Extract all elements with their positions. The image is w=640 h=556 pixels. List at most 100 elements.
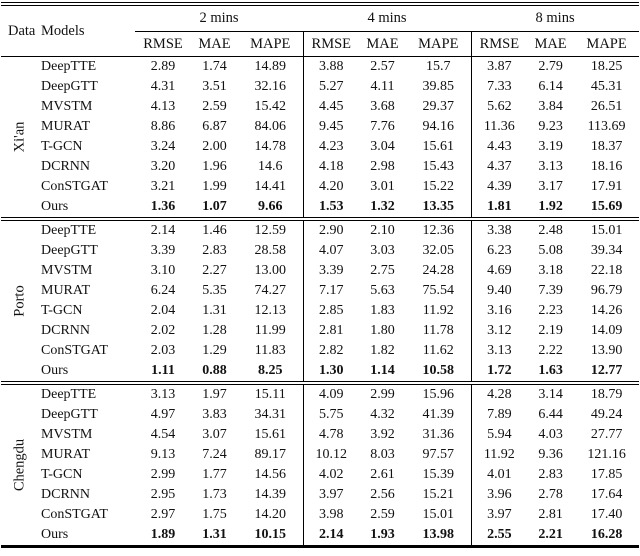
metric-value: 3.88: [319, 59, 344, 74]
metric-value: 7.17: [319, 283, 344, 298]
metric-value: 14.56: [238, 465, 304, 485]
metric-value: 3.16: [487, 303, 512, 318]
metric-value: 2.59: [202, 99, 227, 114]
metric-value: 15.11: [238, 381, 304, 405]
dataset-block-xian: Xi'an DeepTTE 2.89 1.74 14.89 3.88 2.57 15.7 3.8…: [1, 56, 639, 220]
metric-value: 1.83: [370, 303, 395, 318]
metric-value: 3.24: [150, 139, 176, 154]
model-name: DCRNN: [41, 159, 91, 174]
metric-value: 2.14: [135, 217, 191, 241]
metric-value: 14.39: [238, 485, 304, 505]
metric-value: 1.97: [191, 381, 238, 405]
metric-value: 2.48: [527, 217, 575, 241]
model-name: MURAT: [41, 447, 91, 462]
metric-value: 5.08: [538, 243, 563, 258]
metric-value: 2.00: [202, 139, 227, 154]
metric-value: 18.16: [590, 159, 623, 174]
metric-value: 15.01: [574, 217, 640, 241]
metric-value: 10.58: [406, 361, 472, 383]
metric-value: 74.27: [238, 281, 304, 301]
header-row-groups: Data Models 2 mins 4 mins 8 mins: [1, 4, 640, 57]
metric-value: 2.27: [202, 263, 227, 278]
model-name: MURAT: [41, 283, 91, 298]
metric-value: 3.07: [202, 427, 227, 442]
metric-value: 28.58: [238, 241, 304, 261]
metric-value: 1.75: [202, 507, 227, 522]
metric-value: 3.96: [487, 487, 512, 502]
metric-value: 1.63: [538, 363, 563, 378]
metric-value: 2.04: [150, 303, 176, 318]
metric-value: 3.18: [538, 263, 563, 278]
metric-value: 1.28: [202, 323, 227, 338]
metric-value: 96.79: [590, 283, 623, 298]
metric-value: 6.44: [538, 407, 563, 422]
table-row: MURAT 6.24 5.35 74.27 7.17 5.63 75.54 9.40 7.39 9…: [1, 281, 639, 301]
col-header-mape: MAPE: [406, 31, 472, 57]
metric-value: 3.04: [370, 139, 395, 154]
metric-value: 13.00: [238, 261, 304, 281]
group-header-4mins: 4 mins: [303, 4, 472, 32]
model-name: Ours: [41, 199, 69, 214]
metric-value: 2.82: [319, 343, 344, 358]
metric-value: 7.33: [487, 79, 512, 94]
dataset-block-chengdu: Chengdu DeepTTE 3.13 1.97 15.11 4.09 2.99 15.96…: [1, 381, 640, 547]
metric-value: 2.22: [538, 343, 563, 358]
metric-value: 26.51: [590, 99, 623, 114]
metric-value: 1.92: [538, 199, 563, 214]
metric-value: 11.99: [238, 321, 304, 341]
metric-value: 84.06: [238, 117, 304, 137]
metric-value: 14.26: [590, 303, 623, 318]
metric-value: 9.23: [538, 119, 563, 134]
metric-value: 2.10: [359, 217, 407, 241]
model-name: MVSTM: [41, 263, 93, 278]
table-row: DCRNN 2.95 1.73 14.39 3.97 2.56 15.21 3.96 2.78 1…: [1, 485, 639, 505]
table-row: DeepGTT 3.39 2.83 28.58 4.07 3.03 32.05 6.23 5.0…: [1, 241, 639, 261]
metric-value: 14.09: [590, 323, 623, 338]
metric-value: 3.13: [135, 381, 191, 405]
metric-value: 13.35: [406, 197, 472, 219]
metric-value: 3.83: [202, 407, 227, 422]
metric-value: 3.13: [538, 159, 563, 174]
metric-value: 1.14: [370, 363, 395, 378]
metric-value: 1.99: [202, 179, 227, 194]
metric-value: 10.15: [238, 525, 304, 547]
table-row: ConSTGAT 3.21 1.99 14.41 4.20 3.01 15.22 4.39 3.…: [1, 177, 639, 197]
col-header-mae: MAE: [191, 31, 238, 57]
metric-value: 15.22: [406, 177, 472, 197]
model-name: DeepTTE: [39, 217, 135, 241]
metric-value: 18.37: [590, 139, 623, 154]
metric-value: 3.39: [150, 243, 176, 258]
metric-value: 3.17: [538, 179, 563, 194]
table-row: Chengdu DeepTTE 3.13 1.97 15.11 4.09 2.99 15.96…: [1, 381, 640, 547]
metric-value: 2.95: [150, 487, 176, 502]
metric-value: 1.96: [202, 159, 227, 174]
metric-value: 97.57: [406, 445, 472, 465]
metric-value: 1.80: [370, 323, 395, 338]
metric-value: 15.01: [406, 505, 472, 525]
metric-value: 14.41: [238, 177, 304, 197]
metric-value: 2.81: [319, 323, 344, 338]
metric-value: 2.98: [370, 159, 395, 174]
metric-value: 3.84: [538, 99, 563, 114]
metric-value: 6.23: [487, 243, 512, 258]
dataset-label: Xi'an: [1, 57, 39, 220]
metric-value: 14.20: [238, 505, 304, 525]
metric-value: 18.79: [574, 381, 640, 405]
table-row: Ours 1.89 1.31 10.15 2.14 1.93 13.98 2.55 2.21 16…: [1, 525, 639, 547]
dataset-label-text: Chengdu: [11, 438, 28, 492]
metric-value: 4.54: [150, 427, 176, 442]
metric-value: 2.99: [359, 381, 407, 405]
metric-value: 1.30: [319, 363, 344, 378]
metric-value: 3.20: [150, 159, 176, 174]
metric-value: 1.72: [487, 363, 512, 378]
metric-value: 4.45: [319, 99, 344, 114]
metric-value: 13.90: [590, 343, 623, 358]
metric-value: 2.23: [538, 303, 563, 318]
metric-value: 22.18: [590, 263, 623, 278]
metric-value: 4.28: [471, 381, 528, 405]
metric-value: 3.98: [319, 507, 344, 522]
metric-value: 11.83: [238, 341, 304, 361]
metric-value: 0.88: [202, 363, 227, 378]
metric-value: 3.97: [487, 507, 512, 522]
